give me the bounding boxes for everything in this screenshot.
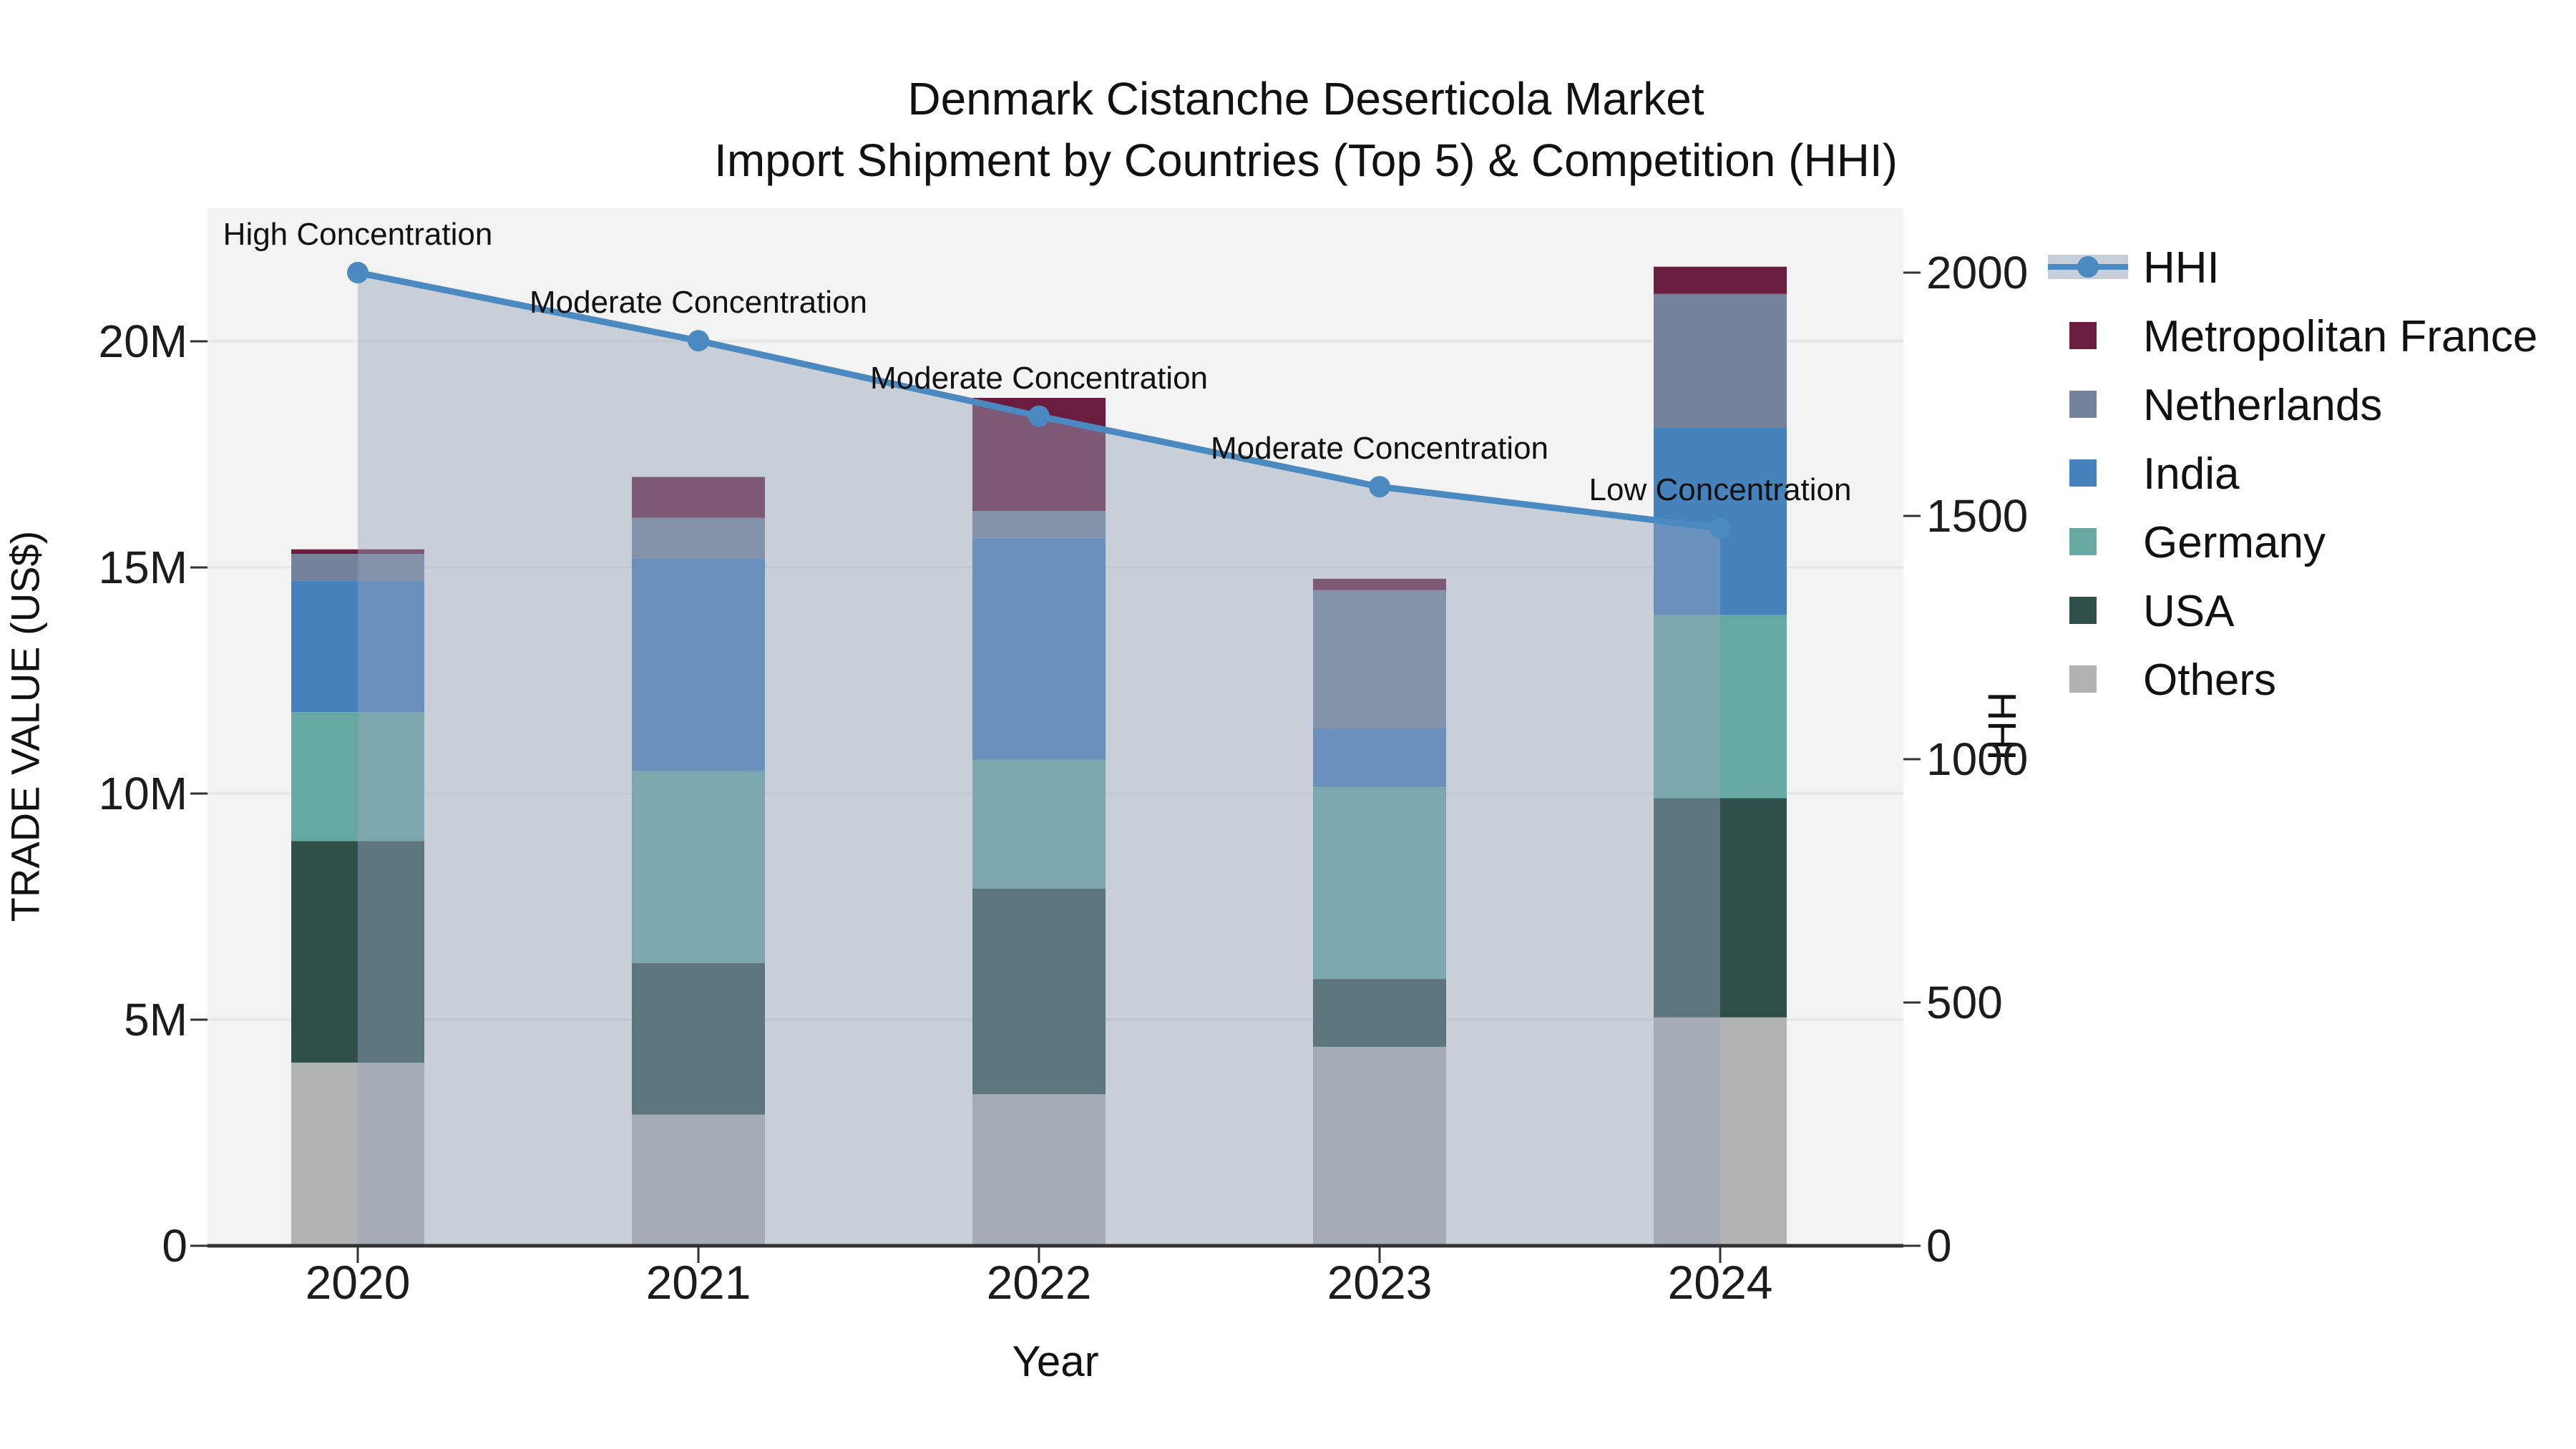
right-tick-label: 0 bbox=[1926, 1220, 1952, 1272]
bar-segment-india bbox=[291, 580, 424, 713]
hhi-annotation: High Concentration bbox=[223, 217, 493, 252]
left-tick-label: 10M bbox=[98, 768, 188, 819]
x-tick-label: 2021 bbox=[645, 1256, 751, 1309]
hhi-marker bbox=[1709, 517, 1731, 539]
bar-segment-germany bbox=[632, 771, 765, 963]
bar-segment-others bbox=[1313, 1046, 1446, 1246]
bar-segment-netherlands bbox=[1654, 293, 1787, 428]
legend-item-india: India bbox=[2048, 439, 2576, 507]
x-tick-label: 2023 bbox=[1327, 1256, 1433, 1309]
right-tick-label: 1000 bbox=[1926, 733, 2029, 785]
bar-segment-germany bbox=[1654, 615, 1787, 799]
bar-segment-others bbox=[972, 1094, 1106, 1246]
hhi-marker bbox=[688, 330, 709, 352]
hhi-annotation: Low Concentration bbox=[1589, 472, 1852, 507]
bar-segment-netherlands bbox=[972, 511, 1106, 538]
bar-segment-others bbox=[632, 1114, 765, 1246]
legend-label: India bbox=[2143, 449, 2240, 499]
legend-swatch-icon bbox=[2069, 391, 2097, 418]
legend-label: Germany bbox=[2143, 518, 2326, 567]
chart-title-line2: Import Shipment by Countries (Top 5) & C… bbox=[714, 135, 1898, 186]
bar-segment-india bbox=[1313, 728, 1446, 787]
hhi-area-fill bbox=[358, 273, 1720, 1246]
bar-segment-metropolitan-france bbox=[291, 549, 424, 555]
bar-segment-usa bbox=[291, 841, 424, 1063]
legend-item-netherlands: Netherlands bbox=[2048, 370, 2576, 439]
bar-segment-usa bbox=[632, 963, 765, 1115]
legend-item-germany: Germany bbox=[2048, 507, 2576, 576]
left-tick-label: 20M bbox=[98, 316, 188, 367]
left-tick-label: 5M bbox=[124, 994, 187, 1045]
bar-segment-germany bbox=[291, 712, 424, 841]
bar-segment-india bbox=[972, 537, 1106, 760]
right-tick-label: 1500 bbox=[1926, 490, 2029, 542]
bar-segment-others bbox=[291, 1063, 424, 1246]
bar-segment-others bbox=[1654, 1017, 1787, 1246]
x-axis-title: Year bbox=[1012, 1337, 1099, 1385]
hhi-annotation: Moderate Concentration bbox=[869, 360, 1209, 396]
legend-label: Netherlands bbox=[2143, 381, 2383, 430]
x-tick-label: 2020 bbox=[305, 1256, 411, 1309]
bar-segment-metropolitan-france bbox=[1654, 266, 1787, 294]
chart-title-line1: Denmark Cistanche Deserticola Market bbox=[907, 73, 1704, 125]
legend-swatch-icon bbox=[2069, 528, 2097, 555]
hhi-annotation: Moderate Concentration bbox=[1210, 431, 1549, 467]
legend-swatch-icon bbox=[2069, 597, 2097, 624]
bar-segment-usa bbox=[1313, 979, 1446, 1047]
hhi-marker bbox=[1369, 476, 1390, 498]
legend-swatch-icon bbox=[2069, 459, 2097, 487]
left-tick-label: 0 bbox=[162, 1220, 187, 1272]
bar-segment-usa bbox=[972, 888, 1106, 1095]
bar-segment-metropolitan-france bbox=[632, 477, 765, 518]
legend-item-usa: USA bbox=[2048, 576, 2576, 645]
legend-label: HHI bbox=[2143, 243, 2220, 293]
hhi-legend-marker-icon bbox=[2077, 256, 2099, 278]
legend-item-metropolitan-france: Metropolitan France bbox=[2048, 301, 2576, 370]
legend-swatch-icon bbox=[2069, 322, 2097, 349]
legend-swatch-icon bbox=[2069, 665, 2097, 693]
right-tick-label: 2000 bbox=[1926, 247, 2029, 298]
hhi-annotation: Moderate Concentration bbox=[529, 285, 868, 321]
bar-segment-netherlands bbox=[632, 517, 765, 559]
bar-segment-germany bbox=[972, 759, 1106, 889]
bar-segment-germany bbox=[1313, 786, 1446, 980]
legend-item-others: Others bbox=[2048, 645, 2576, 713]
right-tick-label: 500 bbox=[1926, 977, 2003, 1028]
bar-segment-netherlands bbox=[1313, 590, 1446, 728]
hhi-marker bbox=[1028, 405, 1050, 427]
bar-segment-usa bbox=[1654, 798, 1787, 1018]
bar-segment-netherlands bbox=[291, 554, 424, 581]
x-tick-label: 2024 bbox=[1667, 1256, 1773, 1309]
x-tick-label: 2022 bbox=[986, 1256, 1092, 1309]
legend-item-hhi: HHI bbox=[2048, 233, 2576, 301]
legend-label: USA bbox=[2143, 587, 2235, 636]
bar-segment-india bbox=[632, 558, 765, 771]
hhi-marker bbox=[347, 262, 369, 283]
legend-label: Others bbox=[2143, 655, 2277, 705]
left-tick-label: 15M bbox=[98, 542, 188, 593]
legend-label: Metropolitan France bbox=[2143, 312, 2538, 361]
bar-segment-metropolitan-france bbox=[1313, 578, 1446, 590]
